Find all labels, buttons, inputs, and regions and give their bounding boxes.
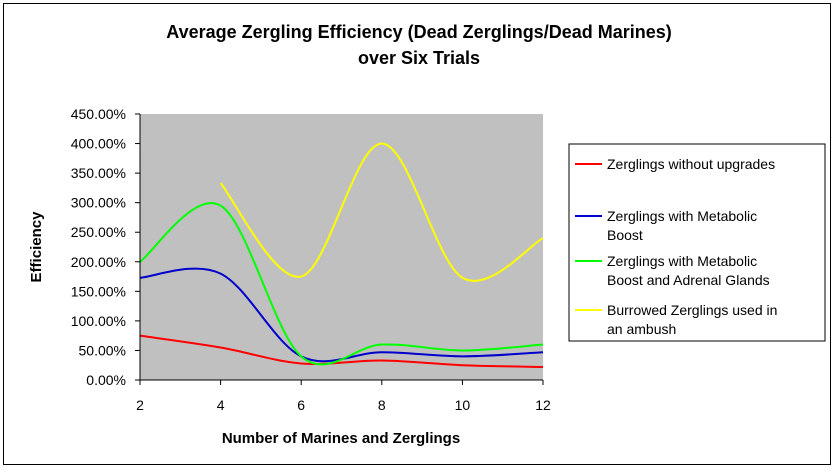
y-tick-label: 0.00% bbox=[86, 372, 126, 388]
y-tick-label: 150.00% bbox=[71, 283, 126, 299]
series-line-metabolic-adrenal bbox=[139, 202, 544, 366]
y-tick-label: 250.00% bbox=[71, 224, 126, 240]
x-tick-label: 12 bbox=[535, 397, 551, 413]
series-line-metabolic-boost bbox=[139, 267, 544, 363]
y-tick-label: 200.00% bbox=[71, 254, 126, 270]
legend-label-metabolic-adrenal: Zerglings with Metabolic Boost and Adrena… bbox=[607, 253, 770, 288]
series-line-burrowed-ambush bbox=[219, 142, 544, 282]
x-tick-label: 10 bbox=[455, 397, 471, 413]
x-tick-label: 8 bbox=[378, 397, 386, 413]
y-tick-label: 100.00% bbox=[71, 313, 126, 329]
chart-title-line-2: over Six Trials bbox=[357, 48, 481, 68]
chart-title-line-1: Average Zergling Efficiency (Dead Zergli… bbox=[166, 22, 672, 42]
y-tick-label: 400.00% bbox=[71, 136, 126, 152]
y-tick-label: 450.00% bbox=[71, 106, 126, 122]
legend-label-metabolic-boost: Zerglings with Metabolic Boost bbox=[607, 208, 757, 243]
plot-area bbox=[140, 114, 543, 380]
y-tick-label: 300.00% bbox=[71, 195, 126, 211]
y-tick-label: 50.00% bbox=[79, 342, 126, 358]
legend-label-no-upgrades: Zerglings without upgrades bbox=[607, 156, 775, 172]
legend-label-burrowed-ambush: Burrowed Zerglings used in an ambush bbox=[607, 302, 777, 337]
x-tick-label: 6 bbox=[297, 397, 305, 413]
x-tick-label: 2 bbox=[136, 397, 144, 413]
legend-box bbox=[568, 143, 826, 342]
y-tick-label: 350.00% bbox=[71, 165, 126, 181]
x-axis-label: Number of Marines and Zerglings bbox=[222, 430, 460, 447]
x-tick-label: 4 bbox=[217, 397, 225, 413]
y-axis-label: Efficiency bbox=[28, 211, 45, 283]
